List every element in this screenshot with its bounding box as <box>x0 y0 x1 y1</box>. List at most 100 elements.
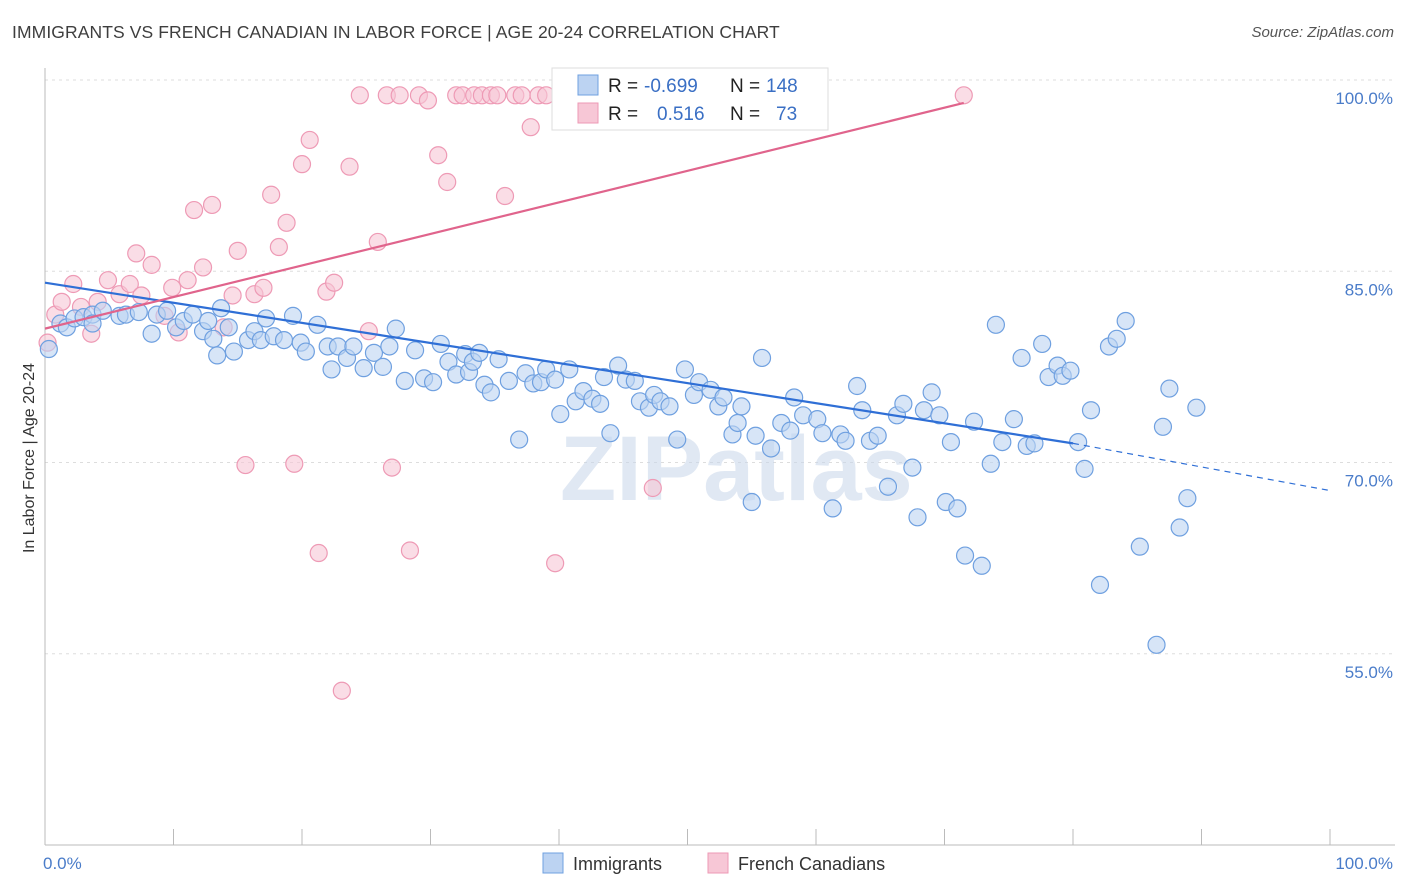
point-french-canadians-32 <box>309 543 328 563</box>
point-french-canadians-57 <box>521 118 540 137</box>
point-immigrants-23 <box>224 342 243 361</box>
point-immigrants-91 <box>742 492 761 512</box>
point-french-canadians-16 <box>178 271 197 290</box>
point-immigrants-133 <box>1061 361 1080 380</box>
point-immigrants-101 <box>823 499 842 518</box>
point-french-canadians-9 <box>120 274 139 294</box>
point-french-canadians-72 <box>954 86 973 105</box>
source-label: Source: ZipAtlas.com <box>1251 24 1394 41</box>
point-immigrants-142 <box>1147 635 1166 654</box>
point-immigrants-54 <box>470 343 489 362</box>
point-french-canadians-3 <box>64 274 83 294</box>
point-french-canadians-31 <box>300 130 319 150</box>
series-french-canadians <box>38 86 973 700</box>
point-french-canadians-18 <box>193 258 213 277</box>
point-immigrants-136 <box>1081 401 1101 420</box>
legend-r-value-1: -0.699 <box>644 76 698 97</box>
point-immigrants-110 <box>894 394 913 413</box>
point-immigrants-71 <box>594 367 614 387</box>
point-french-canadians-10 <box>127 244 146 263</box>
point-immigrants-20 <box>208 346 227 365</box>
point-immigrants-11 <box>142 324 161 343</box>
point-immigrants-104 <box>848 376 867 396</box>
point-immigrants-124 <box>993 433 1012 452</box>
y-axis-label: In Labor Force | Age 20-24 <box>21 363 38 553</box>
point-french-canadians-28 <box>277 213 296 232</box>
point-immigrants-56 <box>481 383 500 402</box>
bottom-legend-french-canadians: French Canadians <box>738 854 885 874</box>
point-immigrants-93 <box>752 348 772 368</box>
point-immigrants-144 <box>1160 379 1179 398</box>
point-immigrants-143 <box>1153 417 1173 436</box>
point-immigrants-146 <box>1178 489 1197 508</box>
legend-r-value-2: 0.516 <box>657 104 705 125</box>
point-immigrants-126 <box>1012 348 1031 368</box>
point-immigrants-100 <box>813 424 832 443</box>
point-french-canadians-23 <box>236 455 255 475</box>
point-immigrants-81 <box>668 430 687 449</box>
point-immigrants-118 <box>948 499 967 518</box>
point-french-canadians-19 <box>202 195 222 215</box>
point-immigrants-16 <box>183 305 202 324</box>
point-french-canadians-30 <box>292 155 312 174</box>
point-immigrants-59 <box>510 430 529 449</box>
x-tick-labels: 0.0% 100.0% <box>43 854 1393 873</box>
point-french-canadians-25 <box>254 278 273 297</box>
grid <box>45 79 1395 655</box>
point-immigrants-18 <box>199 311 218 331</box>
point-immigrants-22 <box>219 318 238 337</box>
point-immigrants-107 <box>868 426 887 445</box>
point-immigrants-6 <box>83 314 102 333</box>
point-french-canadians-11 <box>132 286 151 305</box>
point-french-canadians-34 <box>325 273 344 292</box>
point-french-canadians-47 <box>438 172 457 192</box>
point-immigrants-125 <box>1004 410 1023 429</box>
point-immigrants-70 <box>591 394 610 413</box>
point-french-canadians-54 <box>495 186 515 206</box>
point-immigrants-10 <box>129 302 148 322</box>
point-immigrants-123 <box>986 315 1006 334</box>
point-immigrants-35 <box>322 360 341 379</box>
point-immigrants-92 <box>746 426 765 445</box>
legend-swatch-immigrants <box>577 74 599 96</box>
point-immigrants-111 <box>903 458 922 477</box>
point-immigrants-115 <box>930 406 949 425</box>
trend-line-french-canadians <box>44 101 965 330</box>
point-immigrants-82 <box>675 360 695 379</box>
point-immigrants-65 <box>551 404 570 424</box>
point-immigrants-90 <box>732 397 751 416</box>
point-french-canadians-29 <box>285 454 304 473</box>
point-french-canadians-7 <box>98 271 118 290</box>
point-immigrants-108 <box>878 477 898 496</box>
point-immigrants-41 <box>373 357 393 376</box>
point-immigrants-80 <box>660 397 679 416</box>
point-immigrants-145 <box>1170 518 1189 537</box>
point-french-canadians-26 <box>262 185 281 204</box>
point-immigrants-134 <box>1069 433 1088 452</box>
point-immigrants-47 <box>423 373 443 392</box>
point-immigrants-121 <box>972 556 991 575</box>
point-immigrants-94 <box>761 439 781 458</box>
point-immigrants-113 <box>914 401 934 420</box>
point-immigrants-39 <box>354 359 373 378</box>
x-tick-label-0: 0.0% <box>43 854 82 873</box>
point-immigrants-13 <box>157 301 177 320</box>
point-immigrants-87 <box>714 388 733 407</box>
point-french-canadians-41 <box>382 458 402 477</box>
chart-title: IMMIGRANTS VS FRENCH CANADIAN IN LABOR F… <box>12 22 780 42</box>
point-immigrants-32 <box>296 342 315 361</box>
point-immigrants-117 <box>941 433 961 452</box>
bottom-legend-immigrants: Immigrants <box>573 854 662 874</box>
point-immigrants-58 <box>499 371 518 390</box>
point-immigrants-103 <box>836 431 855 450</box>
point-immigrants-38 <box>344 337 363 356</box>
point-immigrants-119 <box>955 546 975 565</box>
series-immigrants <box>39 299 1206 654</box>
point-immigrants-96 <box>781 421 800 440</box>
point-french-canadians-60 <box>546 554 565 573</box>
point-french-canadians-14 <box>163 278 182 297</box>
point-immigrants-19 <box>204 329 223 348</box>
point-immigrants-135 <box>1075 459 1094 478</box>
point-immigrants-112 <box>908 508 927 527</box>
point-french-canadians-36 <box>340 157 359 176</box>
